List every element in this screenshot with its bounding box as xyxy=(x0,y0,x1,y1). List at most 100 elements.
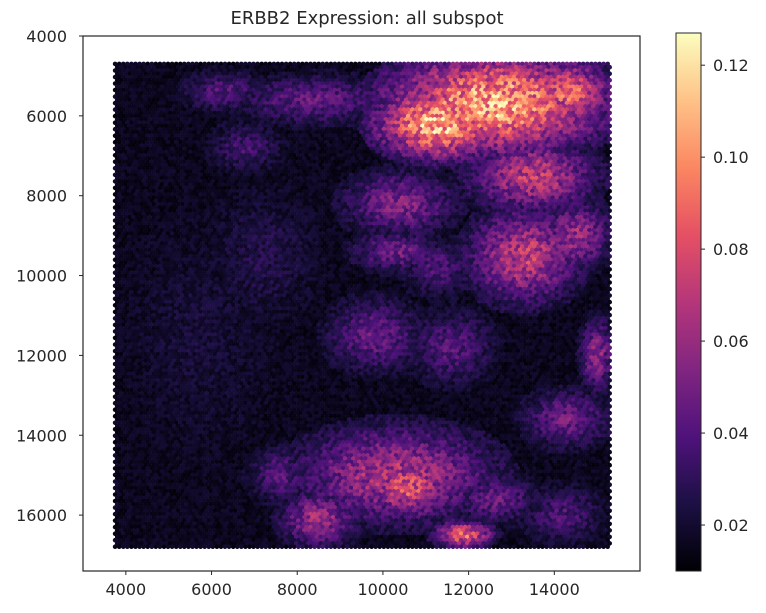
spot xyxy=(450,61,456,67)
spot xyxy=(257,64,262,70)
spot xyxy=(554,71,560,76)
spot xyxy=(458,81,464,86)
spot xyxy=(489,64,494,70)
spot xyxy=(507,61,513,67)
spot xyxy=(519,74,525,80)
spot xyxy=(165,74,171,80)
spot xyxy=(589,74,594,80)
spot xyxy=(426,74,431,80)
spot xyxy=(597,81,602,86)
spot xyxy=(511,61,517,67)
spot xyxy=(353,61,358,67)
spot xyxy=(121,74,126,80)
spot xyxy=(424,71,429,76)
spot xyxy=(534,71,539,76)
spot xyxy=(593,81,598,86)
spot xyxy=(554,64,560,70)
spot xyxy=(196,64,201,70)
spot xyxy=(485,71,490,76)
spot xyxy=(182,61,187,67)
spot xyxy=(277,71,283,76)
spot xyxy=(277,64,283,70)
spot xyxy=(348,61,354,67)
spot xyxy=(552,74,557,80)
spot xyxy=(383,71,389,76)
spot xyxy=(373,81,378,86)
spot xyxy=(385,81,391,86)
spot xyxy=(245,71,250,76)
spot xyxy=(328,61,334,67)
spot xyxy=(410,74,415,80)
spot xyxy=(220,71,226,76)
spot xyxy=(287,61,293,67)
spot xyxy=(318,64,324,70)
spot xyxy=(469,71,474,76)
spot xyxy=(206,81,212,86)
spot xyxy=(159,64,165,70)
spot xyxy=(428,71,433,76)
spot xyxy=(218,81,224,86)
spot xyxy=(548,74,553,80)
spot xyxy=(564,74,570,80)
spot xyxy=(306,71,311,76)
spot xyxy=(226,61,232,67)
spot xyxy=(241,64,246,70)
spot xyxy=(267,74,273,80)
spot xyxy=(462,81,468,86)
spot xyxy=(247,81,252,86)
spot xyxy=(298,64,303,70)
spot xyxy=(560,81,566,86)
spot xyxy=(458,74,464,80)
spot xyxy=(178,81,183,86)
spot xyxy=(180,64,185,70)
spot xyxy=(440,64,446,70)
spot xyxy=(182,74,187,80)
spot xyxy=(357,74,362,80)
spot xyxy=(479,61,484,67)
spot xyxy=(338,64,344,70)
spot xyxy=(519,81,525,86)
spot xyxy=(139,64,144,70)
spot xyxy=(546,71,551,76)
spot xyxy=(605,74,610,80)
spot xyxy=(487,61,492,67)
spot xyxy=(583,64,588,70)
spot xyxy=(517,71,523,76)
spot xyxy=(330,64,336,70)
spot xyxy=(538,64,543,70)
spot xyxy=(440,71,446,76)
spot xyxy=(528,61,533,67)
spot xyxy=(230,81,236,86)
spot xyxy=(397,61,403,67)
spot xyxy=(161,81,167,86)
spot xyxy=(228,71,234,76)
spot xyxy=(346,64,352,70)
spot xyxy=(418,61,423,67)
spot xyxy=(210,81,216,86)
spot xyxy=(534,64,539,70)
spot xyxy=(346,71,352,76)
spot xyxy=(442,81,448,86)
spot xyxy=(407,64,413,70)
spot xyxy=(493,71,499,76)
spot xyxy=(456,71,462,76)
spot xyxy=(351,71,356,76)
spot xyxy=(578,71,584,76)
spot xyxy=(393,81,399,86)
spot xyxy=(210,61,216,67)
spot xyxy=(379,64,385,70)
spot xyxy=(155,64,161,70)
spot xyxy=(271,81,277,86)
spot xyxy=(511,74,517,80)
spot xyxy=(556,74,562,80)
spot xyxy=(316,81,322,86)
spot xyxy=(222,74,228,80)
spot xyxy=(414,74,419,80)
spot xyxy=(316,61,322,67)
spot xyxy=(129,61,134,67)
spot xyxy=(491,61,497,67)
spot xyxy=(198,81,203,86)
spot xyxy=(304,74,309,80)
spot xyxy=(344,81,350,86)
spot xyxy=(367,64,372,70)
